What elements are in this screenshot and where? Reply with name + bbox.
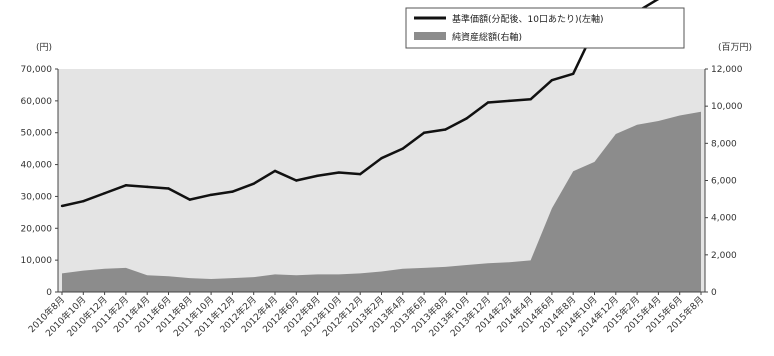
nav-point <box>295 179 298 182</box>
left-tick-label: 30,000 <box>21 192 53 202</box>
left-tick-label: 0 <box>46 288 52 298</box>
legend: 基準価額(分配後、10口あたり)(左軸) 純資産総額(右軸) <box>405 7 685 49</box>
net-assets-area <box>62 111 701 292</box>
right-tick-label: 12,000 <box>711 65 743 75</box>
left-tick-label: 20,000 <box>21 224 53 234</box>
nav-point <box>82 200 85 203</box>
left-tick-label: 10,000 <box>21 256 53 266</box>
nav-point <box>209 193 213 197</box>
left-tick-label: 50,000 <box>21 129 53 139</box>
nav-point <box>508 99 511 103</box>
nav-point <box>572 72 575 75</box>
nav-point <box>359 172 362 176</box>
left-tick-labels: 0 10,000 20,000 30,000 40,000 50,000 60,000 70,… <box>21 65 58 298</box>
right-tick-label: 8,000 <box>711 139 737 149</box>
right-tick-label: 10,000 <box>711 102 743 112</box>
nav-point <box>60 204 64 208</box>
nav-point <box>486 101 490 104</box>
legend-swatch-net-assets <box>414 32 446 40</box>
nav-point <box>465 117 468 120</box>
nav-point <box>273 169 277 173</box>
nav-point <box>529 98 532 101</box>
nav-point <box>422 131 426 134</box>
nav-point <box>337 171 341 174</box>
right-tick-label: 2,000 <box>711 251 737 261</box>
nav-point <box>550 78 554 82</box>
nav-point <box>231 190 234 193</box>
legend-label-nav: 基準価額(分配後、10口あたり)(左軸) <box>452 13 604 25</box>
nav-point <box>444 128 447 131</box>
nav-point <box>252 182 255 185</box>
legend-box <box>405 7 685 49</box>
right-tick-labels: 0 2,000 4,000 6,000 8,000 10,000 12,000 <box>705 65 743 298</box>
nav-point <box>146 185 149 189</box>
left-axis-unit: (円) <box>36 42 52 53</box>
right-tick-label: 4,000 <box>711 214 737 224</box>
nav-point <box>124 184 128 187</box>
right-tick-label: 6,000 <box>711 177 737 187</box>
x-tick-labels: 2010年8月2010年10月2010年12月2011年2月2011年4月201… <box>26 292 706 339</box>
net-assets-area-layer <box>62 111 701 292</box>
nav-point <box>103 192 106 195</box>
right-axis-unit: (百万円) <box>718 42 752 53</box>
nav-point <box>167 187 170 190</box>
left-tick-label: 70,000 <box>21 65 53 75</box>
nav-point <box>380 157 383 160</box>
nav-point <box>316 174 319 177</box>
left-tick-label: 40,000 <box>21 161 53 171</box>
nav-point <box>401 147 404 150</box>
right-tick-label: 0 <box>711 288 717 298</box>
legend-label-net-assets: 純資産総額(右軸) <box>452 31 522 43</box>
nav-point <box>188 198 191 201</box>
left-tick-label: 60,000 <box>21 97 53 107</box>
